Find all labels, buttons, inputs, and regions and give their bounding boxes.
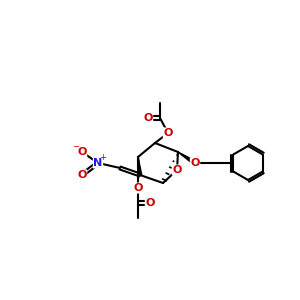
Text: O: O [172,165,182,175]
Text: O: O [145,198,155,208]
Polygon shape [178,152,196,165]
Text: O: O [163,128,173,138]
Text: O: O [77,170,87,180]
Text: +: + [100,154,106,163]
Text: O: O [77,147,87,157]
Text: O: O [133,183,143,193]
Text: O: O [143,113,153,123]
Text: N: N [93,158,103,168]
Text: O: O [190,158,200,168]
Polygon shape [138,157,142,175]
Text: −: − [73,142,80,152]
